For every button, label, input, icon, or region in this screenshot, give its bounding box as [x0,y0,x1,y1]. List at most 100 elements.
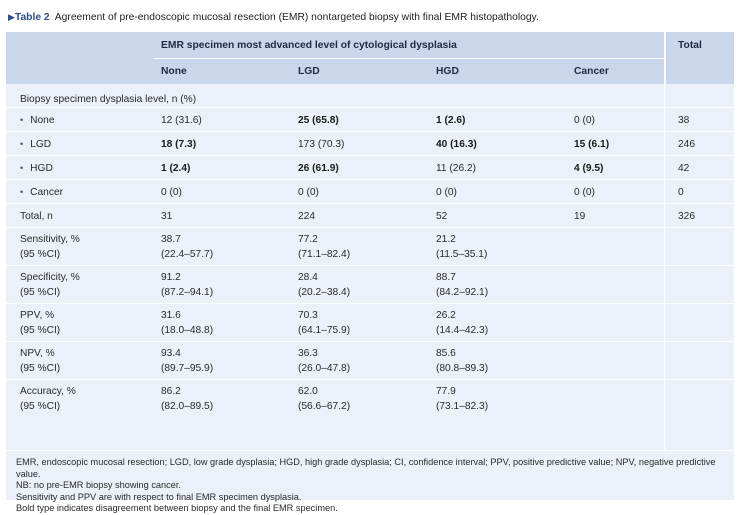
metric-value: 62.0 [298,386,318,397]
table-cell: 31 [161,211,173,222]
metric-value: 88.7 [436,272,456,283]
table-row: • LGD 18 (7.3) 173 (70.3) 40 (16.3) 15 (6.1) 2… [6,131,734,156]
metric-ci-value: (89.7–95.9) [161,363,214,374]
header-col-lgd: LGD [298,66,320,77]
metric-ci-label: (95 %CI) [20,401,61,412]
table-cell: 0 (0) [574,187,595,198]
table-cell: 0 [678,187,684,198]
header-group-title: EMR specimen most advanced level of cyto… [161,40,457,51]
metric-ci-value: (11.5–35.1) [436,249,488,260]
bullet-icon: • [20,163,24,173]
table-cell: 326 [678,211,695,222]
section-label: Biopsy specimen dysplasia level, n (%) [20,94,197,105]
row-label-text: HGD [30,163,53,174]
metric-ci-label: (95 %CI) [20,325,61,336]
table-header: EMR specimen most advanced level of cyto… [6,32,734,84]
row-label: • Cancer [20,185,63,200]
table-cell: 173 (70.3) [298,139,345,150]
table-row: • None 12 (31.6) 25 (65.8) 1 (2.6) 0 (0) 38 [6,107,734,132]
table-row: Total, n 31 224 52 19 326 [6,203,734,228]
table-cell: 26 (61.9) [298,163,339,174]
metric-value: 36.3 [298,348,318,359]
metric-row: PPV, % (95 %CI) 31.6 (18.0–48.8) 70.3 (64.1–7… [6,303,734,342]
metric-row: Accuracy, % (95 %CI) 86.2 (82.0–89.5) 62.0 (5… [6,379,734,418]
metric-ci-value: (14.4–42.3) [436,325,489,336]
table-cell: 19 [574,211,586,222]
table-cell: 4 (9.5) [574,163,604,174]
caption-text: Agreement of pre-endoscopic mucosal rese… [54,12,539,23]
metric-value: 91.2 [161,272,181,283]
body-divider-total [664,84,665,450]
metric-ci-value: (71.1–82.4) [298,249,351,260]
metric-value: 93.4 [161,348,181,359]
footnote: Sensitivity and PPV are with respect to … [16,491,302,502]
row-label-text: Total, n [20,211,53,222]
metric-value: 77.2 [298,234,318,245]
metric-ci-label: (95 %CI) [20,287,61,298]
table-cell: 11 (26.2) [436,163,477,174]
metric-ci-value: (20.2–38.4) [298,287,351,298]
footnote: Bold type indicates disagreement between… [16,503,338,514]
metric-label: Specificity, % [20,272,80,283]
header-col-none: None [161,66,187,77]
row-label: • HGD [20,161,53,176]
metric-value: 31.6 [161,310,181,321]
row-label-text: LGD [30,139,52,150]
table-cell: 18 (7.3) [161,139,197,150]
header-group-divider [154,58,664,59]
table-cell: 1 (2.4) [161,163,191,174]
table-cell: 52 [436,211,448,222]
row-label: Total, n [20,209,53,224]
table-cell: 15 (6.1) [574,139,610,150]
row-label-text: None [30,115,55,126]
bullet-icon: • [20,115,24,125]
metric-ci-value: (18.0–48.8) [161,325,214,336]
metric-value: 38.7 [161,234,181,245]
table-cell: 224 [298,211,315,222]
metric-ci-value: (84.2–92.1) [436,287,489,298]
header-total: Total [678,40,702,51]
metric-ci-value: (80.8–89.3) [436,363,489,374]
metric-value: 85.6 [436,348,456,359]
table-cell: 0 (0) [436,187,457,198]
table-footnotes: EMR, endoscopic mucosal resection; LGD, … [6,450,734,513]
metric-value: 28.4 [298,272,318,283]
metric-label: Sensitivity, % [20,234,80,245]
table-cell: 12 (31.6) [161,115,202,126]
table-cell: 0 (0) [161,187,182,198]
header-col-hgd: HGD [436,66,459,77]
metric-row: Sensitivity, % (95 %CI) 38.7 (22.4–57.7) 77.… [6,227,734,266]
table-cell: 246 [678,139,695,150]
metric-value: 86.2 [161,386,181,397]
bullet-icon: • [20,187,24,197]
metric-ci-label: (95 %CI) [20,249,61,260]
table-cell: 25 (65.8) [298,115,339,126]
caption-arrow-icon: ▶ [8,12,15,22]
footnote: NB: no pre-EMR biopsy showing cancer. [16,480,181,491]
footnote: EMR, endoscopic mucosal resection; LGD, … [16,457,716,479]
metric-ci-value: (82.0–89.5) [161,401,214,412]
table-cell: 40 (16.3) [436,139,477,150]
header-divider-total [664,32,666,84]
caption-label: Table 2 [14,12,50,23]
table-body: Biopsy specimen dysplasia level, n (%) •… [6,84,734,450]
row-label-text: Cancer [30,187,63,198]
metric-row: Specificity, % (95 %CI) 91.2 (87.2–94.1) 28.… [6,265,734,304]
table-row: • Cancer 0 (0) 0 (0) 0 (0) 0 (0) 0 [6,179,734,204]
metric-label: NPV, % [20,348,55,359]
metric-ci-label: (95 %CI) [20,363,61,374]
metric-ci-value: (26.0–47.8) [298,363,351,374]
bullet-icon: • [20,139,24,149]
table-cell: 42 [678,163,690,174]
metric-row: NPV, % (95 %CI) 93.4 (89.7–95.9) 36.3 (26.0–4… [6,341,734,380]
metric-ci-value: (73.1–82.3) [436,401,489,412]
row-label: • None [20,113,55,128]
table-cell: 0 (0) [298,187,319,198]
metric-ci-value: (56.6–67.2) [298,401,351,412]
metric-ci-value: (22.4–57.7) [161,249,214,260]
table-cell: 0 (0) [574,115,595,126]
header-col-cancer: Cancer [574,66,609,77]
metric-value: 77.9 [436,386,456,397]
metric-label: Accuracy, % [20,386,76,397]
table-row: • HGD 1 (2.4) 26 (61.9) 11 (26.2) 4 (9.5) 42 [6,155,734,180]
